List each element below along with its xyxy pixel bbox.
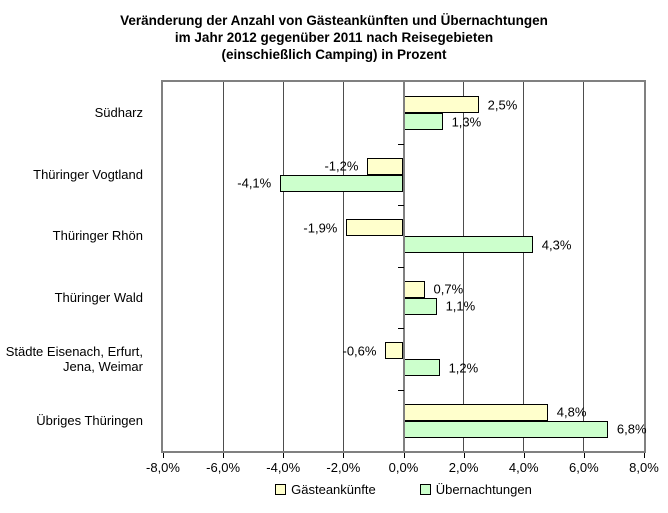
- bar-gaesteankuenfte: [385, 342, 404, 359]
- x-axis-label: 6,0%: [569, 460, 599, 475]
- bar-value-label: 4,3%: [541, 237, 572, 252]
- x-axis-tick: [583, 453, 585, 458]
- bar-value-label: -0,6%: [342, 343, 377, 358]
- x-axis-label: -6,0%: [206, 460, 241, 475]
- gridline: [282, 82, 284, 451]
- bar-value-label: 1,1%: [445, 298, 476, 314]
- zero-baseline: [402, 82, 405, 451]
- category-axis-labels: Südharz Thüringer Vogtland Thüringer Rhön T…: [0, 82, 151, 451]
- x-axis-tick: [644, 453, 645, 458]
- x-axis-tick: [343, 453, 345, 458]
- category-label: Thüringer Vogtland: [33, 166, 143, 182]
- chart-title-line-2: im Jahr 2012 gegenüber 2011 nach Reisege…: [174, 30, 494, 45]
- category-label: Thüringer Rhön: [52, 228, 143, 244]
- legend: Gästeankünfte Übernachtungen: [163, 482, 644, 497]
- x-axis-tick: [163, 453, 164, 458]
- category-tick: [397, 205, 404, 206]
- bar-uebernachtungen: [403, 359, 440, 376]
- gridline: [463, 82, 465, 451]
- category-tick: [397, 389, 404, 391]
- chart-title-line-1: Veränderung der Anzahl von Gästeankünfte…: [120, 13, 548, 28]
- bar-value-label: 1,3%: [451, 114, 482, 129]
- legend-label: Gästeankünfte: [291, 482, 376, 497]
- bar-gaesteankuenfte: [403, 280, 425, 298]
- x-axis-label: -4,0%: [266, 460, 301, 475]
- bar-value-label: 1,2%: [448, 360, 479, 375]
- x-axis-tick: [463, 453, 465, 458]
- bar-value-label: 2,5%: [487, 97, 518, 112]
- bar-uebernachtungen: [403, 236, 533, 253]
- bar-uebernachtungen: [280, 174, 404, 192]
- legend-item: Übernachtungen: [419, 482, 532, 497]
- x-axis-label: 8,0%: [629, 460, 659, 475]
- gridline: [583, 82, 585, 451]
- x-axis-label: 4,0%: [508, 460, 539, 475]
- chart-title: Veränderung der Anzahl von Gästeankünfte…: [0, 12, 668, 63]
- bar-value-label: -1,2%: [324, 158, 359, 174]
- category-label: Übriges Thüringen: [36, 412, 143, 428]
- gridline: [222, 82, 224, 451]
- legend-item: Gästeankünfte: [275, 482, 376, 497]
- x-axis-tick: [223, 453, 225, 458]
- category-tick: [397, 143, 404, 145]
- bar-gaesteankuenfte: [346, 219, 404, 236]
- chart-title-line-3: (einschießlich Camping) in Prozent: [221, 47, 447, 62]
- bar-value-label: 6,8%: [616, 421, 647, 437]
- gridline: [342, 82, 344, 451]
- bar-gaesteankuenfte: [367, 157, 404, 175]
- bar-gaesteankuenfte: [403, 403, 548, 421]
- x-axis-label: -8,0%: [146, 460, 180, 475]
- x-axis-tick: [523, 453, 525, 458]
- bar-value-label: -1,9%: [303, 220, 338, 235]
- x-axis-label: 0,0%: [388, 460, 419, 475]
- category-tick: [397, 266, 404, 268]
- x-axis-label: -2,0%: [326, 460, 361, 475]
- legend-color-swatch: [419, 484, 431, 495]
- bar-value-label: -4,1%: [237, 175, 272, 191]
- x-axis-tick: [283, 453, 285, 458]
- plot-area: 2,5% 1,3% -1,2% -4,1% -1,9% 4,3% 0,7% 1,1% -0,6%…: [161, 80, 647, 453]
- bar-uebernachtungen: [403, 297, 437, 315]
- gridline: [523, 82, 525, 451]
- category-label: Städte Eisenach, Erfurt, Jena, Weimar: [5, 343, 143, 374]
- bar-uebernachtungen: [403, 420, 608, 438]
- category-label: Thüringer Wald: [54, 289, 143, 305]
- category-label: Südharz: [94, 105, 143, 121]
- bar-gaesteankuenfte: [403, 96, 479, 113]
- bar-uebernachtungen: [403, 113, 443, 130]
- x-axis-tick: [403, 453, 405, 458]
- legend-color-swatch: [275, 484, 287, 495]
- x-axis-label: 2,0%: [448, 460, 479, 475]
- legend-label: Übernachtungen: [435, 482, 532, 497]
- category-tick: [397, 328, 404, 329]
- bar-value-label: 4,8%: [556, 404, 587, 420]
- bar-value-label: 0,7%: [433, 281, 464, 297]
